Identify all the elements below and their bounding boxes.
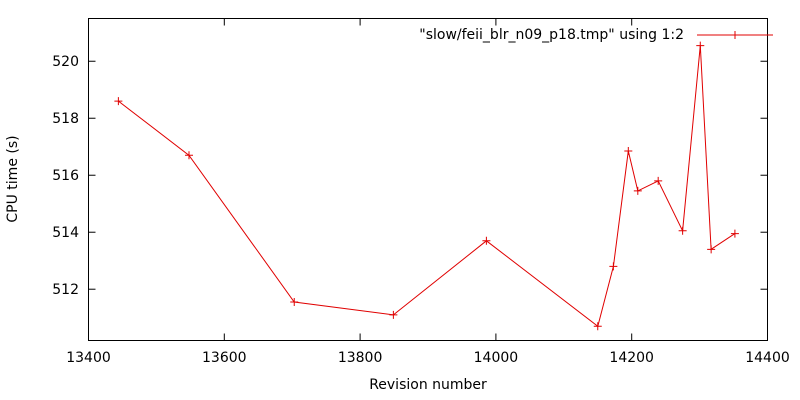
data-point xyxy=(696,41,705,50)
data-point xyxy=(290,298,299,307)
x-tick-label: 14200 xyxy=(609,350,654,366)
y-axis-label: CPU time (s) xyxy=(5,135,21,222)
legend-marker xyxy=(731,31,739,39)
x-tick-label: 14000 xyxy=(474,350,519,366)
x-tick-label: 13400 xyxy=(66,350,111,366)
y-tick-label: 512 xyxy=(52,282,79,298)
x-axis-label: Revision number xyxy=(369,377,487,393)
data-point xyxy=(730,229,739,238)
y-tick-label: 516 xyxy=(52,168,79,184)
series-layer xyxy=(114,41,739,331)
legend: "slow/feii_blr_n09_p18.tmp" using 1:2 xyxy=(419,27,773,43)
data-point xyxy=(389,310,398,319)
data-point xyxy=(482,236,491,245)
legend-label: "slow/feii_blr_n09_p18.tmp" using 1:2 xyxy=(419,27,684,43)
data-point xyxy=(624,147,633,156)
x-tick-label: 13600 xyxy=(202,350,247,366)
x-tick-label: 14400 xyxy=(745,350,790,366)
data-point xyxy=(707,245,716,254)
data-point xyxy=(593,322,602,331)
y-tick-label: 518 xyxy=(52,111,79,127)
plot-frame xyxy=(88,18,768,341)
data-point xyxy=(184,151,193,160)
series-line xyxy=(118,45,736,328)
data-point xyxy=(114,97,123,106)
data-point xyxy=(609,262,618,271)
data-point xyxy=(654,176,663,185)
data-point xyxy=(633,186,642,195)
y-tick-label: 520 xyxy=(52,54,79,70)
x-tick-label: 13800 xyxy=(338,350,383,366)
axis-ticks xyxy=(88,18,768,341)
tick-labels: 13400 13600 13800 14000 14200 14400 512 514 516 5… xyxy=(52,54,790,366)
data-point xyxy=(678,226,687,235)
y-tick-label: 514 xyxy=(52,225,79,241)
